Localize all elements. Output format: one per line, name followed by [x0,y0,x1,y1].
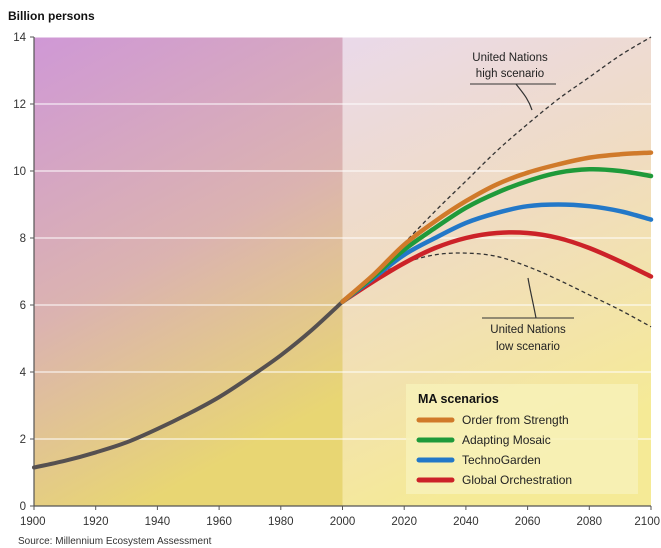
series-line-technogarden [340,202,654,304]
y-tick-label-12: 12 [13,99,26,111]
y-tick-labels: 0 2 4 6 8 10 12 14 [13,32,26,513]
y-tick-label-6: 6 [20,300,26,312]
chart-source: Source: Millennium Ecosystem Assessment [18,536,212,547]
x-tick-label-2000: 2000 [330,516,356,528]
legend-items: Order from Strength Adapting Mosaic Techno… [416,413,572,487]
x-tick-label-2100: 2100 [634,516,660,528]
x-tick-label-1980: 1980 [268,516,294,528]
y-tick-label-14: 14 [13,32,26,44]
un-low-label-line1: United Nations [490,324,566,336]
y-axis-title: Billion persons [8,9,95,23]
historical-population-line [32,299,345,470]
x-tick-label-1900: 1900 [20,516,46,528]
legend-label-global-orchestration: Global Orchestration [462,473,572,487]
series-line-order-from-strength [340,150,654,304]
legend-label-technogarden: TechnoGarden [462,453,541,467]
un-scenario-annotations: United Nations high scenario United Nati… [470,52,574,353]
series-line-adapting-mosaic [340,166,654,304]
x-tick-label-2020: 2020 [391,516,417,528]
y-tick-label-4: 4 [20,367,27,379]
x-tick-label-2060: 2060 [515,516,541,528]
y-tick-label-10: 10 [13,166,26,178]
x-tick-labels: 1900 1920 1940 1960 1980 2000 2020 2040 2060 2080… [20,516,660,528]
un-low-pointer [527,277,537,319]
legend-title: MA scenarios [418,392,499,406]
y-tick-label-0: 0 [20,501,26,513]
axes [30,36,652,510]
x-tick-label-2040: 2040 [453,516,479,528]
y-tick-label-8: 8 [20,233,26,245]
un-high-label-line1: United Nations [472,52,548,64]
un-low-label-line2: low scenario [496,341,560,353]
y-tick-label-2: 2 [20,434,26,446]
x-tick-label-1940: 1940 [145,516,171,528]
series-lines [32,36,654,470]
x-tick-label-1920: 1920 [83,516,109,528]
x-tick-label-1960: 1960 [206,516,232,528]
un-high-label-line2: high scenario [476,68,544,80]
legend-label-adapting-mosaic: Adapting Mosaic [462,433,551,447]
plot-background [34,37,651,506]
historical-period-background [34,37,343,506]
legend-label-order-from-strength: Order from Strength [462,413,569,427]
series-line-global-orchestration [340,230,654,304]
un-high-pointer [515,83,533,111]
x-tick-label-2080: 2080 [577,516,603,528]
legend: MA scenarios Order from Strength Adapting… [406,384,638,494]
